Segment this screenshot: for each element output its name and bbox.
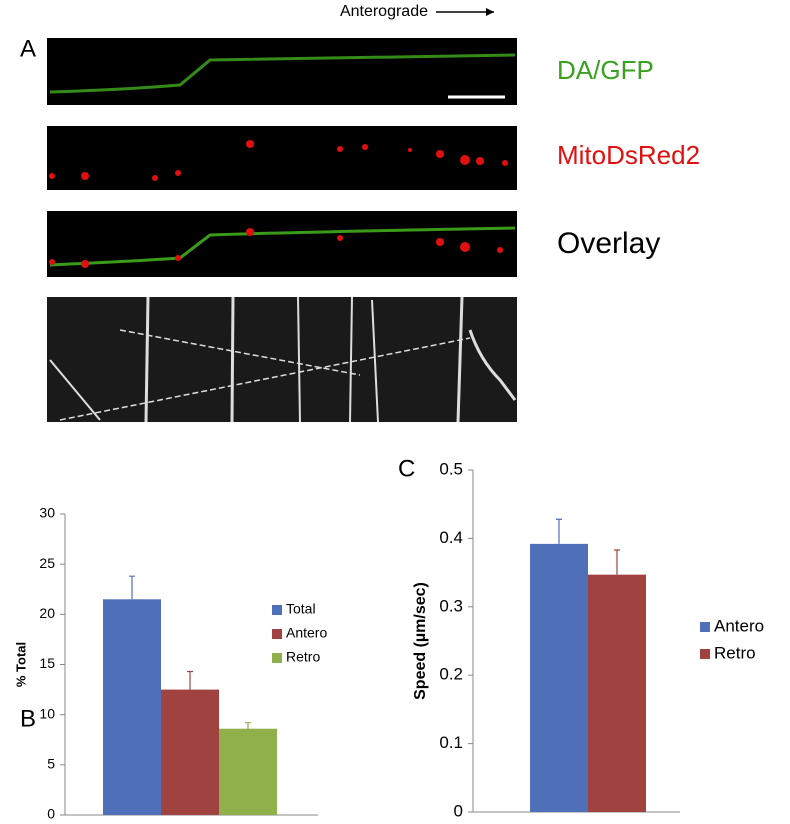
overlay-mito — [49, 228, 503, 268]
legend-swatch — [272, 629, 282, 639]
legend-label: Retro — [286, 649, 320, 665]
gfp-image — [47, 38, 517, 105]
y-tick-label: 25 — [39, 555, 55, 571]
bar — [219, 728, 277, 815]
legend-swatch — [272, 605, 282, 615]
channel-label: DA/GFP — [557, 55, 654, 85]
arrow-head — [486, 8, 494, 16]
y-tick-label: 0.4 — [439, 528, 463, 547]
y-tick-label: 20 — [39, 605, 55, 621]
error-bar — [129, 575, 135, 600]
legend-label: Antero — [286, 625, 327, 641]
y-tick-label: 0 — [454, 801, 463, 820]
bar — [161, 689, 219, 815]
kymograph — [47, 297, 517, 422]
kymograph-traces — [49, 296, 517, 423]
gfp-signal — [49, 53, 516, 94]
panel-label: A — [20, 35, 36, 62]
legend-label: Antero — [714, 616, 764, 635]
y-axis-label: Speed (µm/sec) — [412, 582, 429, 700]
y-tick-label: 0.3 — [439, 596, 463, 615]
y-tick-label: 0.2 — [439, 665, 463, 684]
error-bar — [187, 670, 193, 690]
panel-label: B — [20, 705, 36, 732]
bar — [103, 599, 161, 815]
y-tick-label: 0 — [47, 806, 55, 822]
channel-label: Overlay — [557, 227, 660, 260]
y-tick-label: 15 — [39, 655, 55, 671]
legend-label: Total — [286, 601, 316, 617]
direction-label: Anterograde — [340, 3, 428, 20]
legend-swatch — [700, 622, 710, 632]
error-bar — [614, 549, 620, 575]
bar — [588, 574, 646, 812]
panel-label: C — [398, 455, 415, 482]
legend-label: Retro — [714, 643, 756, 662]
y-tick-label: 30 — [39, 505, 55, 521]
legend-swatch — [272, 653, 282, 663]
y-axis-label: % Total — [13, 642, 28, 687]
error-bar — [556, 518, 562, 544]
mito-signal — [49, 140, 508, 181]
error-bar — [245, 722, 251, 729]
channel-label: MitoDsRed2 — [557, 140, 700, 170]
y-tick-label: 0.5 — [439, 459, 463, 478]
overlay-image — [47, 211, 517, 277]
overlay-gfp — [49, 226, 516, 267]
micrographs — [47, 38, 517, 423]
y-tick-label: 5 — [47, 756, 55, 772]
legend-swatch — [700, 649, 710, 659]
bar — [530, 543, 588, 812]
y-tick-label: 10 — [39, 705, 55, 721]
mito-image — [47, 126, 517, 190]
y-tick-label: 0.1 — [439, 733, 463, 752]
